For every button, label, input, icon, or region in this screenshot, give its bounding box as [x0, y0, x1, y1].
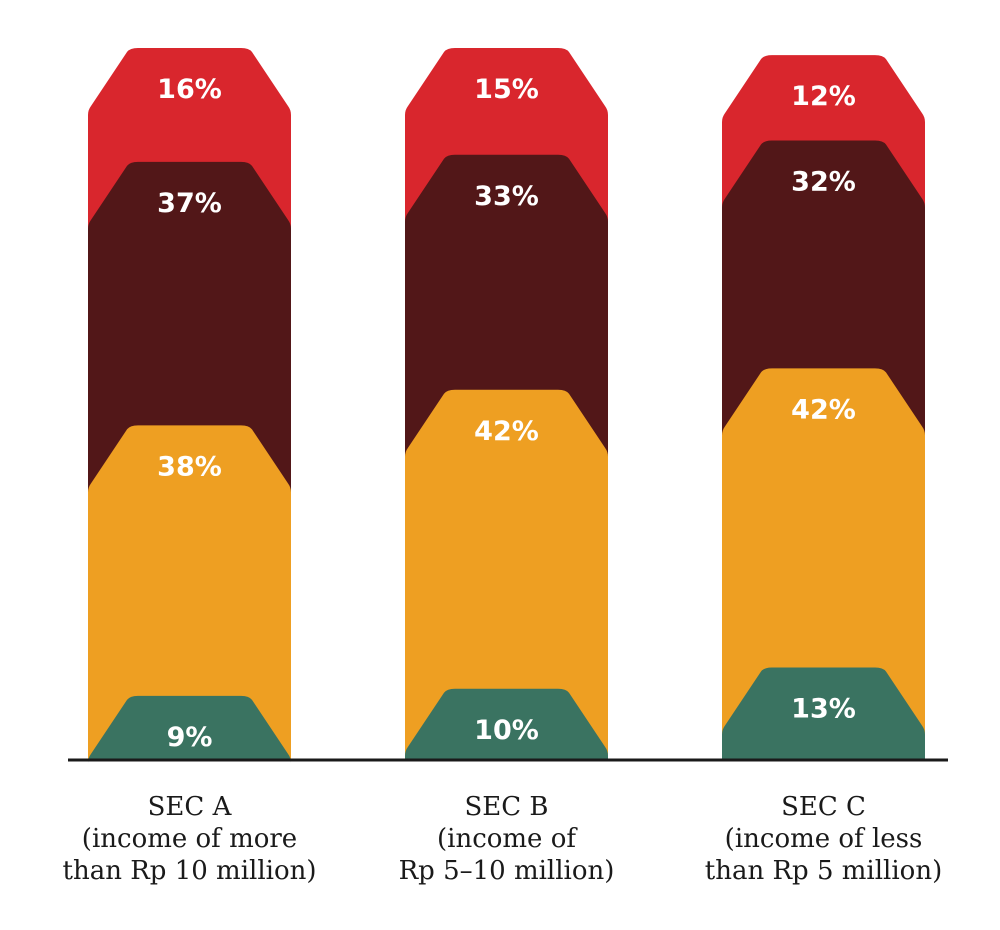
data-label-sec-c-series-2: 42% [791, 394, 856, 425]
data-label-sec-c-series-3: 32% [791, 167, 856, 198]
data-label-sec-b-series-1: 10% [474, 715, 539, 746]
segment-labels-group: 16% 37% 38% 9% 15% 33% 42% 10% 12% 32% 42% 13% [157, 74, 856, 753]
category-label-sec-b-line-2: (income of [437, 824, 578, 854]
category-label-sec-a-line-3: than Rp 10 million) [63, 856, 317, 886]
data-label-sec-a-series-1: 9% [167, 722, 213, 753]
bar-segment-sec-b-series-2 [405, 389, 608, 760]
bar-segment-sec-a-series-1 [88, 695, 291, 763]
category-label-sec-a-line-1: SEC A [148, 792, 233, 822]
data-label-sec-c-series-1: 13% [791, 693, 856, 724]
bar-segment-sec-a-series-2 [88, 425, 291, 760]
data-label-sec-a-series-3: 37% [157, 188, 222, 219]
category-label-sec-b-line-3: Rp 5–10 million) [399, 856, 615, 886]
data-label-sec-b-series-2: 42% [474, 416, 539, 447]
data-label-sec-a-series-2: 38% [157, 451, 222, 482]
data-label-sec-a-series-4: 16% [157, 74, 222, 105]
bar-segment-sec-c-series-1 [722, 667, 925, 760]
bar-segment-sec-b-series-1 [405, 688, 608, 760]
category-label-sec-c-line-3: than Rp 5 million) [705, 856, 942, 886]
bar-segment-sec-c-series-2 [722, 368, 925, 760]
category-label-sec-c-line-1: SEC C [781, 792, 866, 822]
category-label-sec-c-line-2: (income of less [725, 824, 923, 854]
bars-group [88, 48, 925, 763]
category-label-sec-a-line-2: (income of more [82, 824, 297, 854]
category-label-sec-b-line-1: SEC B [464, 792, 548, 822]
data-label-sec-b-series-3: 33% [474, 181, 539, 212]
data-label-sec-b-series-4: 15% [474, 74, 539, 105]
data-label-sec-c-series-4: 12% [791, 81, 856, 112]
